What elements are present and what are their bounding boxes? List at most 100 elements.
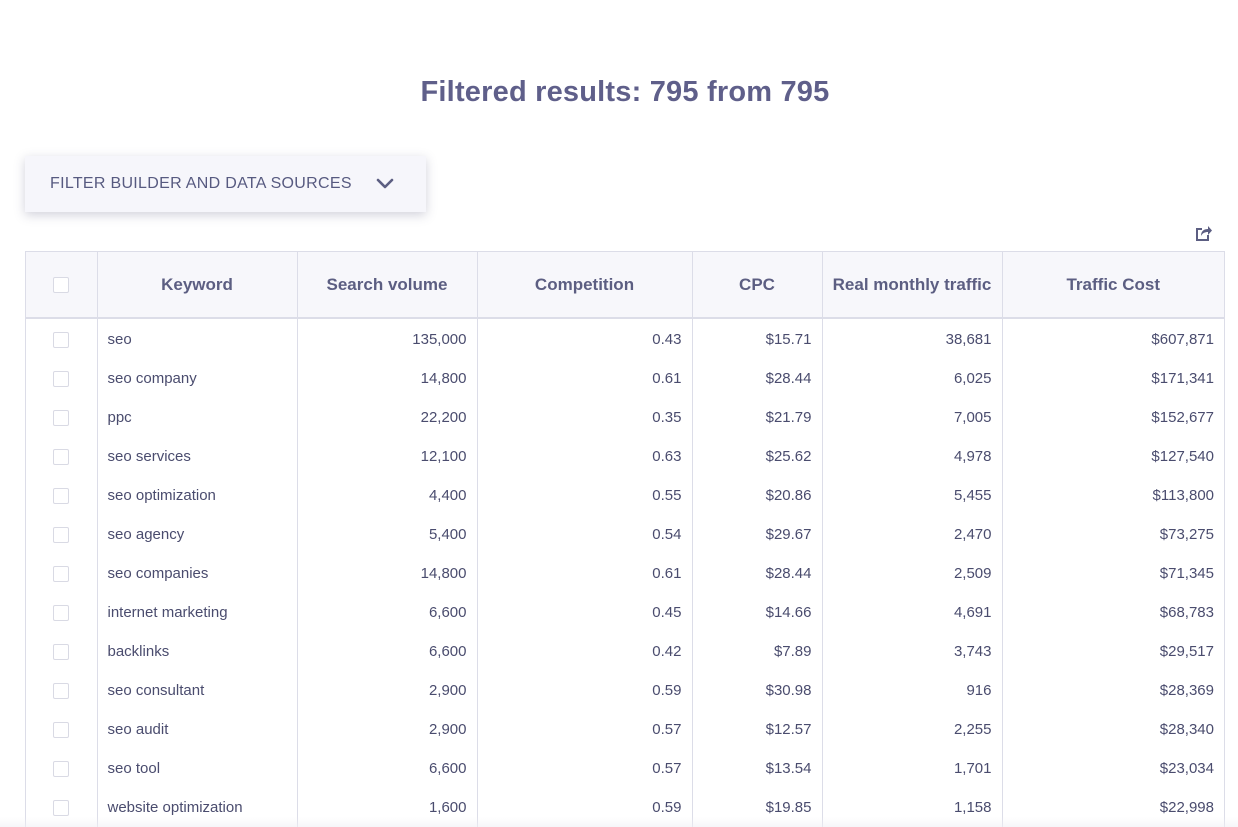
competition-cell: 0.45: [477, 593, 693, 632]
real-monthly-traffic-cell: 916: [822, 671, 1003, 710]
select-all-checkbox[interactable]: [53, 277, 70, 294]
row-checkbox[interactable]: [53, 761, 70, 778]
real-monthly-traffic-cell: 7,005: [822, 398, 1003, 437]
cpc-cell: $14.66: [692, 593, 823, 632]
row-checkbox[interactable]: [53, 371, 70, 388]
competition-cell: 0.57: [477, 710, 693, 749]
competition-cell: 0.57: [477, 749, 693, 788]
real-monthly-traffic-cell: 5,455: [822, 476, 1003, 515]
keyword-cell: ppc: [97, 398, 298, 437]
competition-cell: 0.59: [477, 788, 693, 827]
row-checkbox[interactable]: [53, 722, 70, 739]
row-select-cell: [26, 476, 98, 515]
keyword-cell: seo services: [97, 437, 298, 476]
search-volume-cell: 4,400: [297, 476, 478, 515]
table-body: seo 135,000 0.43 $15.71 38,681 $607,871 seo co…: [26, 318, 1224, 827]
row-select-cell: [26, 593, 98, 632]
competition-cell: 0.61: [477, 554, 693, 593]
search-volume-cell: 6,600: [297, 593, 478, 632]
table-row: seo agency 5,400 0.54 $29.67 2,470 $73,275: [26, 515, 1224, 554]
column-header-search-volume[interactable]: Search volume: [297, 252, 478, 319]
export-icon[interactable]: [1193, 223, 1213, 243]
table-row: seo company 14,800 0.61 $28.44 6,025 $171,341: [26, 359, 1224, 398]
real-monthly-traffic-cell: 3,743: [822, 632, 1003, 671]
competition-cell: 0.54: [477, 515, 693, 554]
table-row: ppc 22,200 0.35 $21.79 7,005 $152,677: [26, 398, 1224, 437]
competition-cell: 0.35: [477, 398, 693, 437]
cpc-cell: $15.71: [692, 318, 823, 359]
keyword-cell: internet marketing: [97, 593, 298, 632]
traffic-cost-cell: $29,517: [1159, 643, 1214, 660]
row-checkbox[interactable]: [53, 683, 70, 700]
competition-cell: 0.63: [477, 437, 693, 476]
real-monthly-traffic-cell: 4,691: [822, 593, 1003, 632]
keyword-table: Keyword Search volume Competition CPC Re…: [25, 251, 1225, 827]
cpc-cell: $25.62: [692, 437, 823, 476]
table-row: seo audit 2,900 0.57 $12.57 2,255 $28,340: [26, 710, 1224, 749]
real-monthly-traffic-cell: 38,681: [822, 318, 1003, 359]
row-select-cell: [26, 710, 98, 749]
keyword-cell: seo consultant: [97, 671, 298, 710]
row-checkbox[interactable]: [53, 332, 70, 349]
row-checkbox[interactable]: [53, 566, 70, 583]
search-volume-cell: 2,900: [297, 710, 478, 749]
real-monthly-traffic-cell: 1,701: [822, 749, 1003, 788]
column-header-traffic-cost[interactable]: Traffic Cost: [1002, 252, 1224, 319]
column-header-real-monthly-traffic[interactable]: Real monthly traffic: [822, 252, 1003, 319]
cpc-cell: $19.85: [692, 788, 823, 827]
competition-cell: 0.59: [477, 671, 693, 710]
search-volume-cell: 6,600: [297, 749, 478, 788]
column-header-cpc[interactable]: CPC: [692, 252, 823, 319]
search-volume-cell: 22,200: [297, 398, 478, 437]
table-row: seo optimization 4,400 0.55 $20.86 5,455 $113…: [26, 476, 1224, 515]
table-row: seo tool 6,600 0.57 $13.54 1,701 $23,034: [26, 749, 1224, 788]
competition-cell: 0.55: [477, 476, 693, 515]
search-volume-cell: 14,800: [297, 359, 478, 398]
traffic-cost-cell: $23,034: [1159, 760, 1214, 777]
column-header-competition[interactable]: Competition: [477, 252, 693, 319]
search-volume-cell: 1,600: [297, 788, 478, 827]
traffic-cost-cell: $68,783: [1159, 604, 1214, 621]
real-monthly-traffic-cell: 2,509: [822, 554, 1003, 593]
row-checkbox[interactable]: [53, 644, 70, 661]
cpc-cell: $28.44: [692, 554, 823, 593]
filter-builder-toggle[interactable]: FILTER BUILDER AND DATA SOURCES: [25, 156, 426, 212]
row-checkbox[interactable]: [53, 605, 70, 622]
keyword-cell: seo: [97, 318, 298, 359]
competition-cell: 0.42: [477, 632, 693, 671]
row-select-cell: [26, 671, 98, 710]
search-volume-cell: 12,100: [297, 437, 478, 476]
traffic-cost-cell: $73,275: [1159, 526, 1214, 543]
row-select-cell: [26, 359, 98, 398]
real-monthly-traffic-cell: 1,158: [822, 788, 1003, 827]
select-all-cell: [26, 252, 98, 319]
search-volume-cell: 2,900: [297, 671, 478, 710]
traffic-cost-cell: $71,345: [1159, 565, 1214, 582]
traffic-cost-cell: $607,871: [1151, 331, 1214, 348]
row-checkbox[interactable]: [53, 488, 70, 505]
row-select-cell: [26, 632, 98, 671]
row-select-cell: [26, 318, 98, 359]
row-select-cell: [26, 749, 98, 788]
chevron-down-icon: [376, 175, 394, 193]
cpc-cell: $28.44: [692, 359, 823, 398]
row-checkbox[interactable]: [53, 410, 70, 427]
cpc-cell: $12.57: [692, 710, 823, 749]
keyword-cell: backlinks: [97, 632, 298, 671]
column-header-keyword[interactable]: Keyword: [97, 252, 298, 319]
competition-cell: 0.43: [477, 318, 693, 359]
search-volume-cell: 5,400: [297, 515, 478, 554]
real-monthly-traffic-cell: 4,978: [822, 437, 1003, 476]
table-row: seo services 12,100 0.63 $25.62 4,978 $127,54…: [26, 437, 1224, 476]
row-checkbox[interactable]: [53, 449, 70, 466]
competition-cell: 0.61: [477, 359, 693, 398]
cpc-cell: $20.86: [692, 476, 823, 515]
traffic-cost-cell: $28,340: [1159, 721, 1214, 738]
table-row: seo 135,000 0.43 $15.71 38,681 $607,871: [26, 318, 1224, 359]
keyword-cell: seo companies: [97, 554, 298, 593]
row-checkbox[interactable]: [53, 527, 70, 544]
search-volume-cell: 14,800: [297, 554, 478, 593]
keyword-cell: seo audit: [97, 710, 298, 749]
row-checkbox[interactable]: [53, 800, 70, 817]
